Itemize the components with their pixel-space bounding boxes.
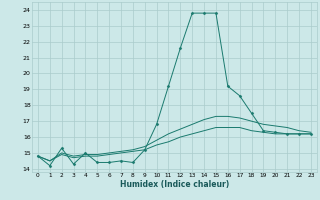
X-axis label: Humidex (Indice chaleur): Humidex (Indice chaleur) [120, 180, 229, 189]
